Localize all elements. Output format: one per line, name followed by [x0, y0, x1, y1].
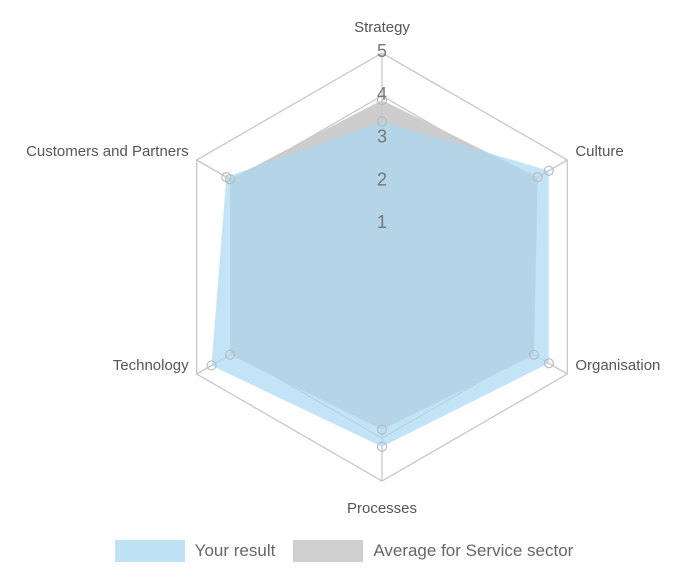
axis-label: Technology: [113, 357, 189, 374]
data-point: [376, 116, 388, 127]
tick-label: 1: [377, 212, 387, 232]
legend-swatch-average: [293, 540, 364, 562]
data-point: [376, 94, 388, 106]
data-point: [221, 172, 232, 183]
data-point: [543, 165, 554, 176]
series-area-1: [211, 121, 549, 447]
axis-label: Organisation: [575, 357, 660, 374]
data-point: [376, 424, 388, 435]
legend-label: Average for Service sector: [373, 541, 574, 560]
data-point: [532, 172, 543, 183]
data-point: [543, 358, 554, 369]
radar-plot: 1 2 3 4 5 Strategy Culture Organisation Processe…: [26, 19, 660, 517]
tick-label: 5: [377, 41, 387, 61]
legend-swatch-your-result: [114, 540, 185, 562]
legend: Your result Average for Service sector: [0, 540, 688, 562]
data-point: [376, 441, 388, 452]
data-point: [528, 349, 540, 360]
legend-label: Your result: [194, 541, 276, 560]
legend-item-average[interactable]: Average for Service sector: [293, 540, 573, 562]
axis-label: Processes: [347, 500, 417, 517]
tick-label: 3: [377, 127, 387, 147]
axis-label: Customers and Partners: [26, 143, 189, 160]
tick-label: 2: [377, 169, 387, 189]
data-point: [224, 349, 236, 360]
axis-label: Culture: [575, 143, 623, 160]
legend-item-your-result[interactable]: Your result: [114, 540, 276, 562]
axis-label: Strategy: [354, 19, 410, 36]
data-point: [206, 360, 217, 371]
tick-label: 4: [377, 84, 387, 104]
